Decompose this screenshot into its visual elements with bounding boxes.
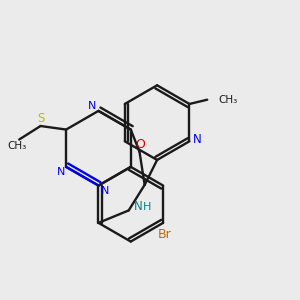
- Text: S: S: [38, 112, 45, 125]
- Text: N: N: [134, 200, 143, 213]
- Text: N: N: [88, 100, 96, 111]
- Text: Br: Br: [158, 228, 172, 241]
- Text: H: H: [143, 202, 151, 212]
- Text: N: N: [101, 186, 109, 196]
- Text: CH₃: CH₃: [8, 141, 27, 151]
- Text: N: N: [57, 167, 65, 177]
- Text: N: N: [193, 133, 202, 146]
- Text: O: O: [135, 137, 145, 151]
- Text: CH₃: CH₃: [219, 95, 238, 105]
